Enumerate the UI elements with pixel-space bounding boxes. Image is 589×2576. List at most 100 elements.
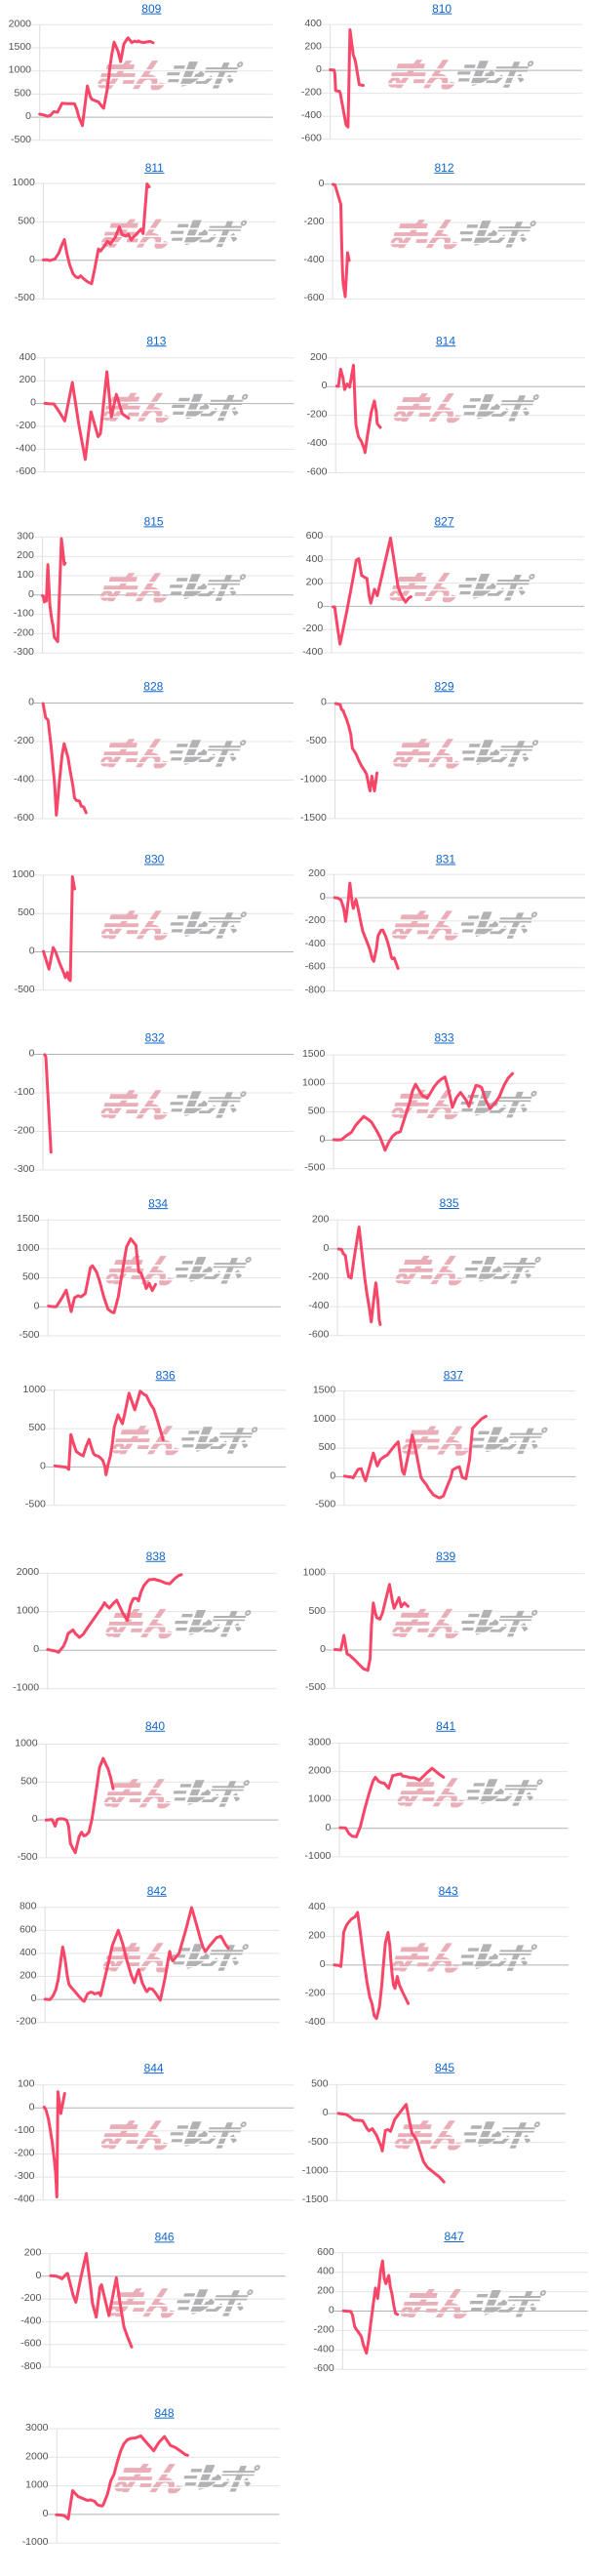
svg-text:200: 200: [308, 867, 326, 879]
svg-text:1000: 1000: [17, 1605, 40, 1617]
svg-text:-800: -800: [20, 2360, 41, 2372]
svg-text:-600: -600: [308, 1329, 329, 1341]
svg-text:832: 832: [145, 1031, 165, 1045]
svg-text:400: 400: [306, 553, 324, 565]
svg-text:-400: -400: [14, 774, 34, 785]
svg-text:0: 0: [29, 946, 35, 957]
svg-text:-500: -500: [315, 1499, 335, 1510]
svg-text:1000: 1000: [17, 1242, 40, 1254]
svg-text:833: 833: [434, 1031, 453, 1045]
svg-text:0: 0: [329, 2305, 334, 2316]
svg-text:1000: 1000: [25, 2479, 49, 2491]
svg-text:200: 200: [308, 1929, 326, 1941]
svg-text:200: 200: [306, 577, 324, 588]
svg-text:100: 100: [17, 569, 34, 581]
svg-text:400: 400: [19, 351, 36, 363]
svg-text:1000: 1000: [23, 1384, 47, 1395]
svg-text:1000: 1000: [303, 1567, 327, 1579]
svg-text:838: 838: [146, 1550, 166, 1563]
svg-text:400: 400: [308, 1901, 326, 1912]
svg-text:200: 200: [17, 549, 34, 561]
svg-text:400: 400: [304, 18, 322, 29]
svg-text:-200: -200: [14, 1125, 34, 1137]
svg-text:844: 844: [144, 2061, 164, 2074]
svg-text:-200: -200: [14, 626, 34, 638]
svg-text:2000: 2000: [17, 1566, 40, 1578]
svg-text:-400: -400: [303, 254, 324, 265]
svg-text:0: 0: [28, 697, 34, 708]
svg-text:834: 834: [148, 1196, 168, 1210]
svg-text:0: 0: [321, 697, 327, 708]
svg-text:0: 0: [320, 1643, 326, 1655]
svg-text:0: 0: [40, 1460, 46, 1471]
svg-text:837: 837: [444, 1368, 463, 1382]
svg-text:848: 848: [154, 2406, 174, 2420]
svg-text:1000: 1000: [12, 868, 35, 880]
svg-text:-400: -400: [302, 646, 323, 658]
svg-text:-200: -200: [305, 914, 326, 926]
svg-text:2000: 2000: [308, 1765, 332, 1777]
svg-text:847: 847: [444, 2230, 463, 2243]
svg-text:812: 812: [434, 161, 453, 175]
svg-text:1500: 1500: [313, 1385, 336, 1396]
svg-text:-200: -200: [14, 735, 34, 746]
svg-text:828: 828: [143, 679, 163, 693]
svg-text:200: 200: [20, 1970, 37, 1982]
svg-text:0: 0: [25, 110, 31, 122]
svg-text:-1500: -1500: [300, 812, 327, 824]
svg-text:200: 200: [310, 351, 328, 363]
svg-text:-200: -200: [16, 2016, 36, 2028]
svg-text:0: 0: [30, 397, 36, 409]
svg-text:-400: -400: [314, 2343, 334, 2355]
svg-text:-600: -600: [314, 2362, 334, 2374]
svg-text:-200: -200: [306, 409, 327, 421]
svg-text:-800: -800: [305, 985, 326, 996]
svg-text:-300: -300: [14, 2170, 34, 2182]
svg-text:-100: -100: [14, 608, 34, 620]
svg-text:-400: -400: [14, 2194, 34, 2205]
svg-text:-200: -200: [16, 420, 36, 431]
svg-text:-400: -400: [305, 938, 326, 949]
svg-text:0: 0: [35, 2270, 41, 2281]
svg-text:0: 0: [316, 63, 322, 75]
svg-text:0: 0: [32, 1813, 38, 1825]
svg-text:0: 0: [29, 2101, 35, 2113]
svg-text:0: 0: [320, 1958, 326, 1970]
svg-text:0: 0: [43, 2508, 49, 2519]
svg-text:0: 0: [324, 1242, 330, 1254]
svg-text:-500: -500: [308, 2136, 329, 2148]
svg-text:-200: -200: [20, 2292, 41, 2304]
svg-text:-500: -500: [19, 1329, 39, 1341]
svg-text:400: 400: [20, 1947, 37, 1958]
svg-text:827: 827: [434, 515, 453, 529]
svg-text:-500: -500: [18, 1851, 38, 1863]
svg-text:100: 100: [18, 2078, 35, 2090]
svg-text:830: 830: [144, 853, 164, 866]
svg-text:200: 200: [304, 41, 322, 53]
svg-text:845: 845: [435, 2061, 454, 2074]
svg-text:-600: -600: [306, 465, 327, 477]
svg-text:-400: -400: [20, 2314, 41, 2326]
svg-text:1000: 1000: [302, 1076, 326, 1088]
svg-text:500: 500: [18, 215, 35, 226]
svg-text:0: 0: [28, 1048, 34, 1060]
svg-text:-500: -500: [304, 1162, 325, 1174]
svg-text:0: 0: [320, 891, 326, 903]
svg-text:810: 810: [432, 2, 452, 16]
svg-text:-1000: -1000: [13, 1682, 39, 1694]
svg-text:-600: -600: [305, 961, 326, 973]
svg-text:-600: -600: [303, 292, 324, 303]
svg-text:0: 0: [31, 1992, 37, 2004]
svg-text:-600: -600: [16, 465, 36, 477]
svg-text:0: 0: [323, 2107, 329, 2118]
svg-text:-300: -300: [14, 646, 34, 658]
svg-text:809: 809: [141, 2, 161, 16]
svg-text:-400: -400: [308, 1300, 329, 1311]
svg-text:-100: -100: [14, 1086, 34, 1098]
svg-text:-1000: -1000: [22, 2536, 49, 2548]
svg-text:840: 840: [145, 1719, 165, 1733]
svg-text:-600: -600: [14, 812, 34, 824]
svg-text:0: 0: [29, 254, 35, 265]
svg-text:500: 500: [22, 1271, 40, 1283]
svg-text:0: 0: [326, 1822, 332, 1833]
